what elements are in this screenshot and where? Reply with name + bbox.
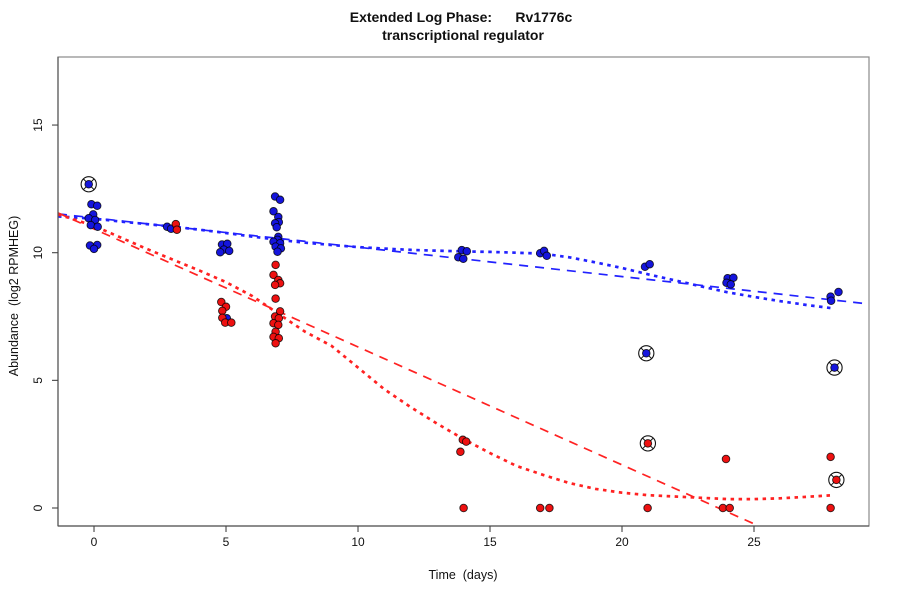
red-data-point — [535, 503, 545, 513]
y-tick-label: 10 — [31, 246, 45, 260]
blue-data-point — [272, 222, 281, 232]
y-axis-label: Abundance (log2 RPMHEG) — [7, 216, 21, 377]
red-circled-point — [639, 435, 657, 452]
blue-data-point — [89, 244, 99, 254]
red-data-point — [643, 503, 652, 513]
blue-circled-point — [826, 359, 843, 376]
red_linear_fit-line — [57, 212, 760, 527]
blue-data-point — [86, 220, 96, 230]
blue-data-point — [834, 287, 843, 297]
red-data-point — [826, 503, 835, 513]
blue-data-point — [459, 254, 468, 264]
y-tick-label: 0 — [31, 504, 45, 511]
red-data-point — [721, 454, 731, 464]
outlier-ring — [80, 176, 97, 193]
blue-data-point — [275, 195, 285, 205]
blue-data-point — [642, 349, 651, 358]
red-data-point — [271, 260, 280, 270]
x-tick-label: 25 — [747, 535, 761, 549]
red-data-point — [832, 475, 841, 485]
red-data-point — [456, 447, 465, 457]
blue-data-point — [93, 222, 102, 231]
blue-data-point — [826, 296, 836, 305]
blue-data-point — [215, 247, 225, 257]
chart-title-line2: transcriptional regulator — [382, 27, 544, 43]
red-data-point — [545, 503, 554, 513]
x-tick-label: 0 — [91, 535, 98, 549]
red-data-point — [459, 503, 468, 513]
red_loess_fit-line — [57, 213, 834, 501]
blue-data-point — [462, 246, 472, 256]
red-data-point — [269, 270, 278, 280]
blue-data-point — [84, 180, 93, 189]
blue-circled-point — [638, 345, 655, 362]
red-data-point — [227, 318, 236, 327]
outlier-ring — [826, 359, 843, 376]
outlier-ring — [639, 435, 657, 452]
red-data-point — [270, 280, 280, 290]
chart-title-line1: Extended Log Phase: Rv1776c — [350, 9, 573, 25]
red-data-point — [461, 437, 471, 446]
x-tick-label: 10 — [351, 535, 365, 549]
data-points — [80, 176, 845, 513]
blue-data-point — [830, 363, 839, 372]
axes: 0 5 10 15 20 25 0 5 10 15 — [31, 57, 869, 549]
plot-border — [57, 56, 870, 527]
blue-data-point — [224, 246, 234, 256]
x-tick-label: 5 — [223, 535, 230, 549]
outlier-ring — [638, 345, 655, 362]
x-tick-label: 15 — [483, 535, 497, 549]
blue-data-point — [273, 247, 282, 256]
red-data-point — [172, 225, 182, 234]
y-tick-label: 5 — [31, 377, 45, 384]
y-tick-label: 15 — [31, 118, 45, 132]
red-circled-point — [828, 471, 845, 489]
outlier-ring — [828, 471, 845, 489]
red-data-point — [271, 339, 280, 348]
x-tick-label: 20 — [615, 535, 629, 549]
red-data-point — [826, 452, 835, 462]
x-axis-label: Time (days) — [429, 568, 498, 582]
red-data-point — [271, 294, 280, 303]
blue-data-point — [726, 280, 736, 289]
blue-data-point — [542, 251, 552, 261]
red-data-point — [643, 439, 653, 448]
blue-data-point — [645, 259, 654, 269]
blue-data-point — [269, 207, 278, 216]
blue-circled-point — [80, 176, 97, 193]
red-data-point — [725, 503, 734, 513]
blue-data-point — [92, 201, 102, 210]
blue_loess_fit-line — [57, 215, 834, 310]
